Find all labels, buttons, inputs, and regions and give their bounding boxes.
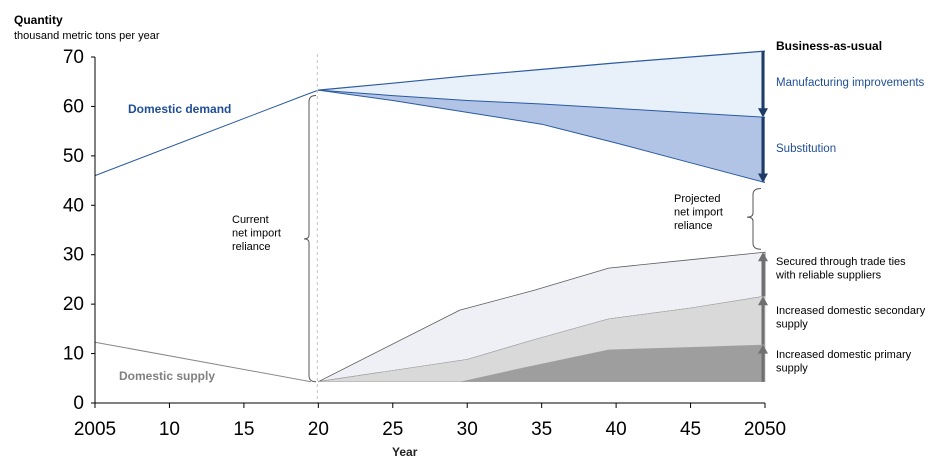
substitution-label: Substitution: [776, 143, 836, 155]
secondary-supply-label: Increased domestic secondary: [776, 305, 926, 317]
chart-annotations: Domestic demand Domestic supply Business-a…: [119, 39, 926, 383]
projected-nir-label: Projected: [674, 193, 720, 205]
y-tick-label: 60: [63, 96, 84, 117]
x-tick-label: 45: [680, 419, 701, 440]
x-tick-label: 2005: [74, 419, 116, 440]
primary-arrow-head: [758, 344, 768, 354]
chart-axes: 0 10 20 30 40 50 60 70 2005 10 15 20 25 30 35 40 45 2050: [63, 47, 786, 440]
trade-ties-arrow-head: [758, 252, 768, 262]
x-tick-label: 30: [457, 419, 478, 440]
business-as-usual-line: [318, 50, 766, 91]
substitution-line: [318, 89, 766, 183]
domestic-demand-label: Domestic demand: [128, 102, 231, 116]
trade-ties-label: Secured through trade ties: [776, 256, 906, 268]
domestic-demand-line: [94, 89, 319, 177]
trade-ties-label: with reliable suppliers: [775, 270, 882, 282]
x-tick-label: 25: [382, 419, 403, 440]
domestic-supply-line: [94, 341, 311, 383]
projected-nir-label: net import: [674, 207, 723, 219]
substitution-area: [318, 90, 765, 183]
y-tick-label: 30: [63, 245, 84, 266]
y-tick-label: 10: [63, 344, 84, 365]
current-nir-bracket: [303, 95, 317, 383]
current-nir-label: Current: [232, 214, 269, 226]
manufacturing-improvements-label: Manufacturing improvements: [776, 77, 925, 89]
x-tick-label: 10: [159, 419, 180, 440]
x-tick-label: 40: [606, 419, 627, 440]
primary-supply-area: [318, 344, 765, 382]
manufacturing-improvements-line: [318, 89, 766, 118]
domestic-supply-label: Domestic supply: [119, 369, 215, 383]
x-tick-label: 35: [531, 419, 552, 440]
secondary-supply-label: supply: [776, 319, 808, 331]
y-axis-title: Quantity: [14, 13, 63, 27]
current-nir-label: net import: [232, 228, 281, 240]
y-tick-label: 50: [63, 146, 84, 167]
chart-lines: [94, 50, 766, 403]
manufacturing-arrow-head: [758, 108, 768, 118]
y-tick-label: 0: [73, 393, 84, 414]
x-tick-label: 20: [308, 419, 329, 440]
primary-supply-label: Increased domestic primary: [776, 349, 912, 361]
x-axis-title: Year: [392, 445, 418, 459]
manufacturing-improvements-area: [318, 51, 765, 118]
y-tick-label: 70: [63, 47, 84, 68]
business-as-usual-label: Business-as-usual: [776, 39, 882, 53]
x-tick-label: 2050: [744, 419, 786, 440]
primary-supply-label: supply: [776, 363, 808, 375]
y-axis-unit: thousand metric tons per year: [14, 30, 160, 42]
y-tick-label: 40: [63, 195, 84, 216]
current-nir-label: reliance: [232, 241, 271, 253]
y-tick-label: 20: [63, 294, 84, 315]
x-tick-label: 15: [233, 419, 254, 440]
substitution-arrow-head: [758, 173, 768, 183]
projected-nir-bracket: [746, 188, 762, 250]
chart-areas: [318, 51, 766, 383]
secondary-arrow-head: [758, 296, 768, 306]
projected-nir-label: reliance: [674, 220, 713, 232]
